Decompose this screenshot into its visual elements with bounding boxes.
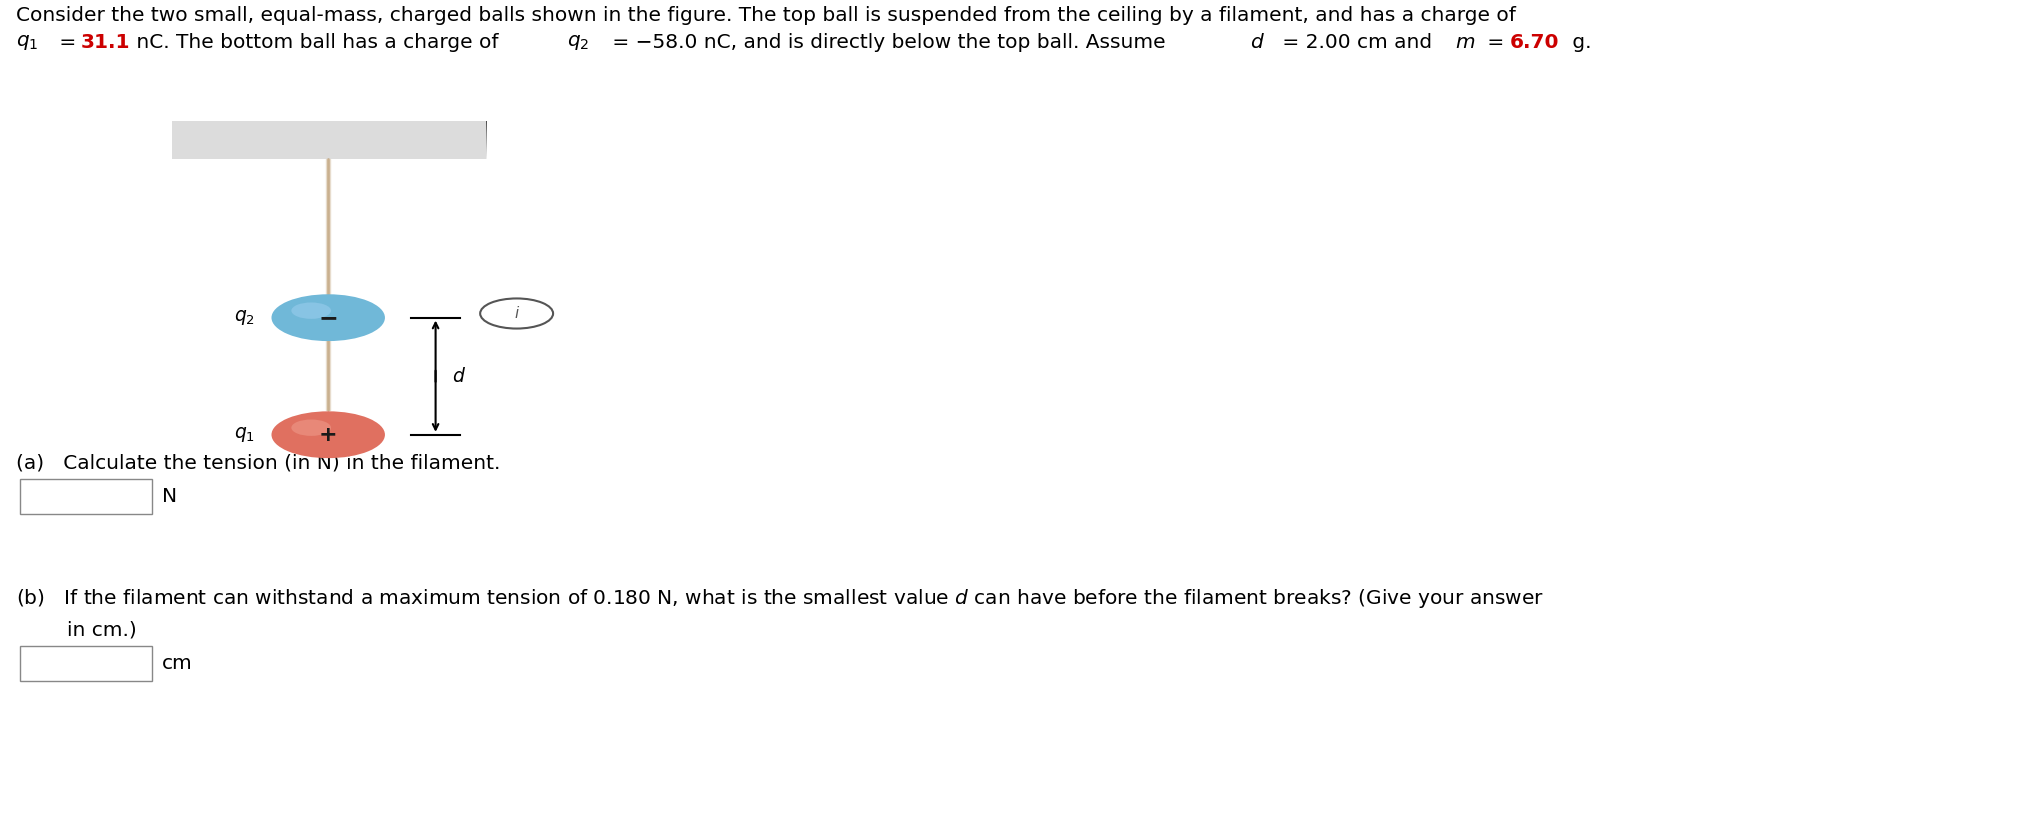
Text: Consider the two small, equal-mass, charged balls shown in the figure. The top b: Consider the two small, equal-mass, char… (16, 6, 1515, 25)
Text: $m$: $m$ (1455, 33, 1475, 52)
Text: $q_1$: $q_1$ (235, 426, 255, 444)
Circle shape (271, 294, 385, 341)
Text: =: = (53, 33, 83, 52)
Text: = 2.00 cm and: = 2.00 cm and (1276, 33, 1438, 52)
Text: $q_2$: $q_2$ (567, 33, 590, 52)
Text: in cm.): in cm.) (67, 620, 136, 640)
Text: i: i (515, 306, 519, 321)
Text: $d$: $d$ (1250, 33, 1264, 52)
Bar (20, 646, 152, 681)
Text: 6.70: 6.70 (1509, 33, 1558, 52)
Bar (20, 479, 152, 514)
Circle shape (480, 298, 553, 329)
Text: +: + (318, 425, 338, 445)
Text: = −58.0 nC, and is directly below the top ball. Assume: = −58.0 nC, and is directly below the to… (606, 33, 1171, 52)
Circle shape (271, 411, 385, 458)
Text: −: − (318, 306, 338, 329)
Text: N: N (162, 487, 176, 506)
Text: g.: g. (1566, 33, 1592, 52)
Text: $q_2$: $q_2$ (235, 308, 255, 327)
Text: cm: cm (162, 655, 192, 673)
Text: 31.1: 31.1 (81, 33, 130, 52)
Bar (172, 121, 486, 159)
Text: (a)   Calculate the tension (in N) in the filament.: (a) Calculate the tension (in N) in the … (16, 453, 500, 472)
Text: $d$: $d$ (452, 367, 466, 385)
Text: nC. The bottom ball has a charge of: nC. The bottom ball has a charge of (130, 33, 504, 52)
Circle shape (292, 303, 330, 319)
Text: =: = (1481, 33, 1511, 52)
Text: (b)   If the filament can withstand a maximum tension of 0.180 N, what is the sm: (b) If the filament can withstand a maxi… (16, 587, 1544, 610)
Text: $q_1$: $q_1$ (16, 33, 38, 52)
Circle shape (292, 420, 330, 436)
